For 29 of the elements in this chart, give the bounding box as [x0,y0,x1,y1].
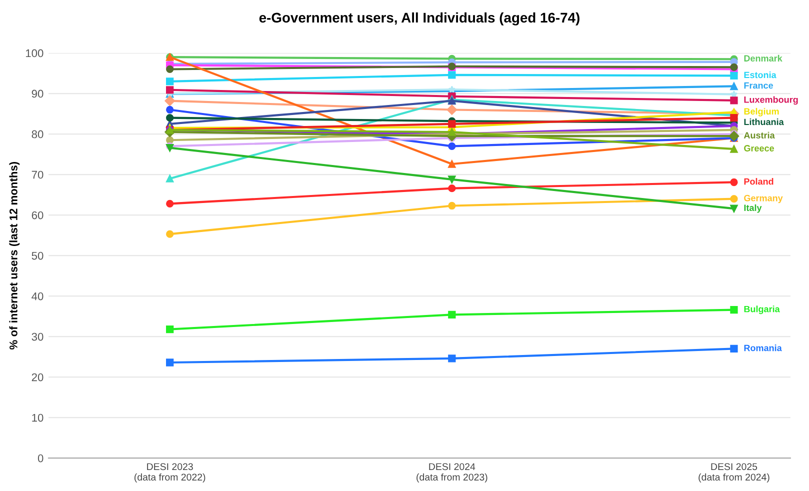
series-label: Romania [744,344,782,352]
y-tick-label: 30 [32,332,44,341]
series-label: France [744,82,773,89]
series-label: Bulgaria [744,306,780,314]
y-tick-label: 40 [32,292,44,300]
y-axis-title: % of internet users (last 12 months) [9,162,20,350]
x-tick-label: DESI 2023 (data from 2022) [134,463,206,482]
series-label: Greece [744,145,774,152]
y-tick-label: 20 [32,373,44,382]
y-tick-label: 60 [32,211,44,220]
series-label: Poland [744,178,774,185]
y-tick-label: 70 [32,170,44,179]
series-label: Denmark [744,54,782,62]
y-tick-label: 0 [38,454,44,462]
y-tick-label: 50 [32,252,44,260]
series-label: Estonia [744,72,776,78]
x-tick-label: DESI 2024 (data from 2023) [416,463,488,482]
series-label: Italy [744,204,762,213]
series-label: Lithuania [744,118,784,126]
chart-title: e-Government users, All Individuals (aged 16-74) [259,12,580,26]
y-tick-label: 10 [32,414,44,422]
y-tick-label: 80 [32,130,44,138]
series-label: Luxembourg [744,96,798,105]
x-tick-label: DESI 2025 (data from 2024) [698,463,770,482]
series-label: Austria [744,132,775,138]
series-label: Germany [744,194,783,204]
series-label: Belgium [744,108,779,116]
y-tick-label: 100 [26,49,44,58]
y-tick-label: 90 [32,90,44,98]
